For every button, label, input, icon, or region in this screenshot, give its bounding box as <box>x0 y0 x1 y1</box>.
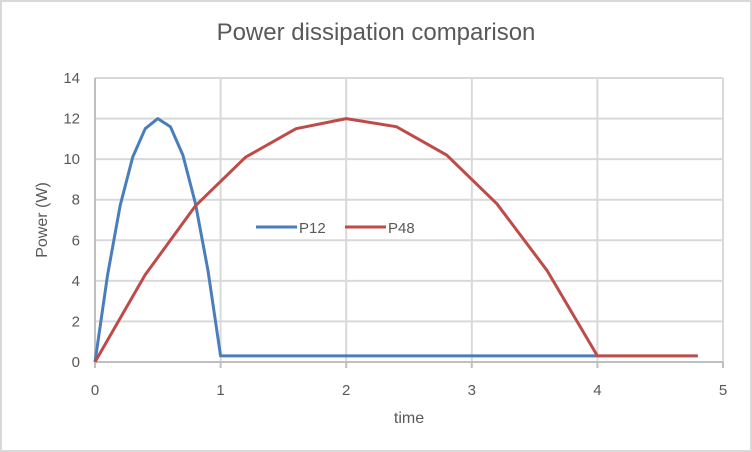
y-tick-label: 6 <box>72 232 80 249</box>
x-tick-label: 2 <box>342 382 350 399</box>
y-tick-label: 14 <box>63 70 80 87</box>
y-tick-label: 0 <box>72 354 80 371</box>
y-tick-label: 10 <box>63 151 80 168</box>
y-tick-label: 2 <box>72 313 80 330</box>
x-tick-label: 3 <box>468 382 476 399</box>
series-line-p48 <box>93 117 698 363</box>
x-tick-label: 1 <box>216 382 224 399</box>
x-tick-label: 0 <box>91 382 99 399</box>
x-axis-label: time <box>394 410 424 427</box>
legend-label-p48: P48 <box>388 220 415 237</box>
x-tick-label: 5 <box>719 382 727 399</box>
chart-title: Power dissipation comparison <box>216 19 536 46</box>
y-tick-label: 12 <box>63 111 80 128</box>
series-line-p12 <box>93 117 598 363</box>
y-axis-label: Power (W) <box>34 182 51 258</box>
y-tick-label: 8 <box>72 192 80 209</box>
y-tick-label: 4 <box>72 273 80 290</box>
legend-label-p12: P12 <box>299 220 326 237</box>
x-tick-label: 4 <box>593 382 601 399</box>
